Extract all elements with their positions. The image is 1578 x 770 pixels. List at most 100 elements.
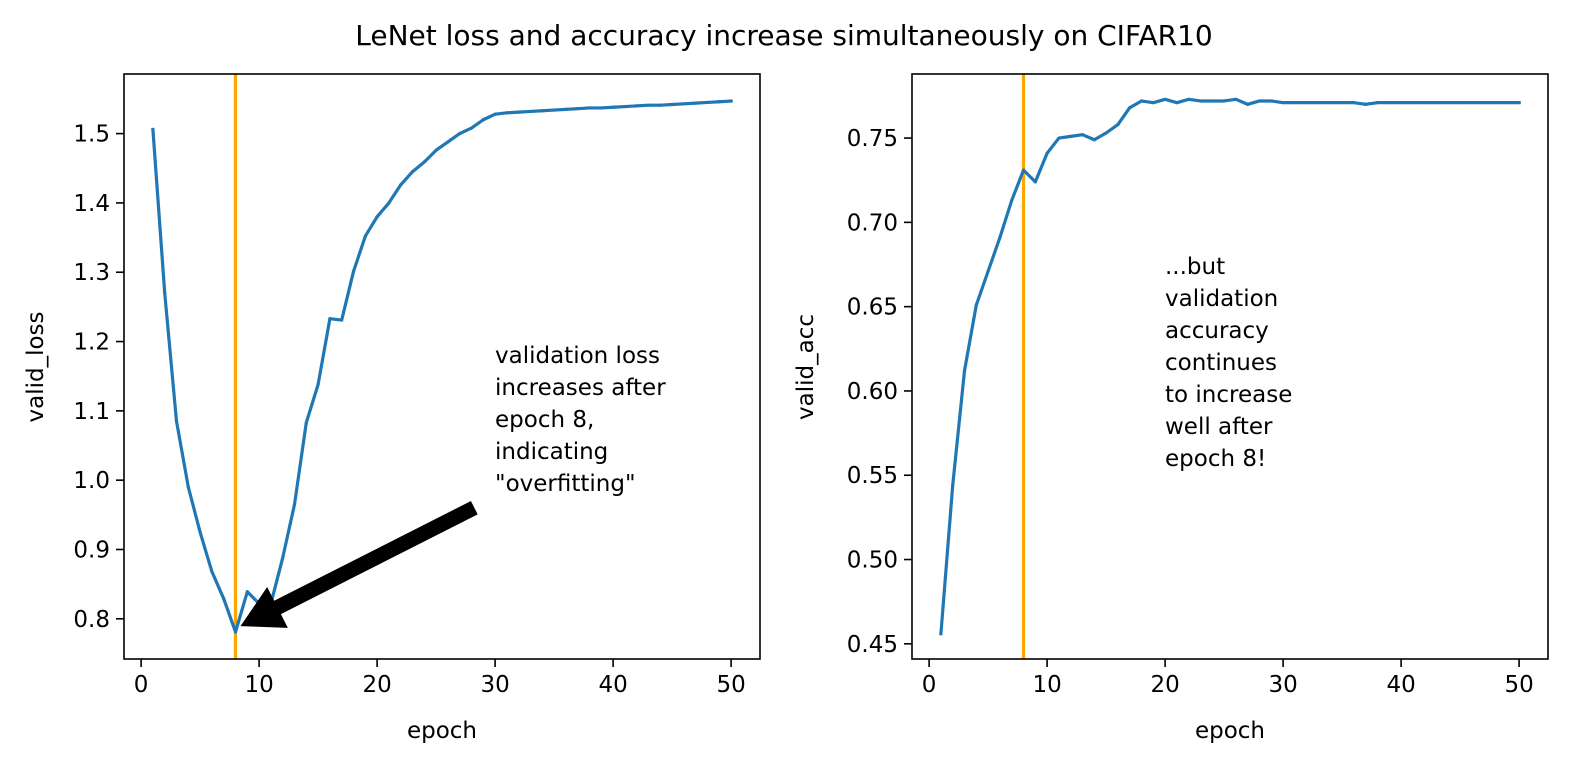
accuracy-y-tick-label: 0.55 (847, 463, 898, 489)
loss-point (340, 318, 344, 322)
accuracy-annotation-line: validation (1165, 286, 1278, 312)
accuracy-line (939, 97, 1521, 636)
loss-y-tick-label: 1.1 (73, 399, 110, 425)
loss-y-axis-label: valid_loss (23, 311, 49, 422)
accuracy-axes-frame (911, 73, 1549, 660)
loss-annotation-line: indicating (495, 439, 608, 465)
accuracy-point (1399, 101, 1403, 105)
accuracy-point (1163, 97, 1167, 101)
loss-point (623, 104, 627, 109)
accuracy-point (1033, 180, 1037, 184)
accuracy-point (1210, 99, 1214, 103)
accuracy-annotation-line: ...but (1165, 254, 1225, 280)
loss-point (387, 201, 391, 205)
loss-point (198, 530, 202, 534)
loss-point (635, 104, 639, 108)
loss-y-tick-label: 1.5 (73, 122, 110, 148)
loss-point (694, 101, 698, 105)
loss-x-axis-label: epoch (407, 718, 477, 744)
accuracy-x-tick-label: 10 (1032, 672, 1061, 698)
accuracy-point (1458, 101, 1462, 105)
loss-point (481, 118, 485, 122)
loss-point (422, 160, 426, 164)
loss-point (351, 269, 356, 274)
accuracy-point (1151, 101, 1155, 105)
loss-point (375, 215, 379, 219)
accuracy-panel: 0 10 20 30 40 50 0.45 0.50 0.55 0.60 0.65 0.70 0.75… (793, 73, 1549, 744)
accuracy-point (974, 303, 978, 307)
accuracy-point (1517, 101, 1521, 105)
accuracy-x-tick-label: 40 (1386, 672, 1415, 698)
loss-point (210, 570, 214, 574)
accuracy-point (1021, 168, 1026, 172)
loss-point (729, 99, 733, 103)
accuracy-point (1139, 99, 1144, 103)
loss-point (517, 110, 521, 114)
loss-point (705, 100, 710, 105)
accuracy-point (1222, 99, 1226, 103)
accuracy-annotation-line: accuracy (1165, 318, 1269, 344)
loss-x-tick-label: 30 (480, 672, 509, 698)
loss-point (434, 148, 438, 152)
accuracy-point (998, 235, 1002, 240)
accuracy-point (1104, 131, 1108, 135)
accuracy-point (939, 632, 943, 636)
accuracy-point (1364, 102, 1368, 106)
accuracy-series-line (939, 97, 1521, 636)
accuracy-point (1446, 101, 1450, 105)
accuracy-point (1080, 133, 1085, 137)
accuracy-point (962, 369, 967, 373)
loss-y-tick-label: 1.4 (73, 191, 110, 217)
loss-point (245, 590, 249, 594)
loss-x-tick-label: 20 (362, 672, 391, 698)
loss-axes-frame (123, 73, 761, 660)
accuracy-point (1470, 101, 1474, 105)
loss-point (316, 382, 320, 387)
accuracy-x-tick-label: 20 (1150, 672, 1179, 698)
loss-point (469, 126, 474, 130)
loss-point (564, 107, 568, 111)
loss-point (599, 106, 603, 110)
accuracy-point (1269, 99, 1273, 103)
loss-annotation-line: increases after (495, 375, 666, 401)
loss-annotation-line: "overfitting" (495, 471, 636, 497)
loss-point (646, 103, 651, 107)
accuracy-y-tick-label: 0.70 (847, 210, 898, 236)
accuracy-point (1128, 106, 1132, 110)
accuracy-point (1411, 101, 1415, 105)
accuracy-y-tick-label: 0.75 (847, 126, 898, 152)
loss-point (363, 234, 367, 238)
accuracy-point (1187, 97, 1191, 101)
accuracy-y-tick-label: 0.60 (847, 379, 898, 405)
accuracy-point (1340, 101, 1344, 105)
accuracy-point (1116, 122, 1120, 127)
loss-y-tick-label: 0.8 (73, 607, 110, 633)
accuracy-annotation-line: epoch 8! (1165, 446, 1266, 472)
accuracy-y-tick-label: 0.45 (847, 632, 898, 658)
loss-point (540, 109, 544, 113)
loss-x-tick-label: 40 (598, 672, 627, 698)
accuracy-y-tick-label: 0.50 (847, 548, 898, 574)
loss-point (446, 140, 450, 144)
loss-point (151, 127, 155, 132)
accuracy-point (1352, 101, 1356, 105)
loss-point (174, 419, 179, 423)
loss-point (587, 106, 592, 110)
loss-point (505, 111, 509, 115)
overfitting-arrow (240, 501, 478, 628)
accuracy-annotation: ...but validation accuracy continues to … (1165, 254, 1300, 472)
loss-point (552, 108, 556, 112)
loss-x-tick-label: 10 (244, 672, 273, 698)
loss-y-tick-label: 1.2 (73, 330, 110, 356)
loss-line (151, 99, 733, 634)
loss-point (186, 485, 190, 489)
loss-point (670, 102, 674, 107)
accuracy-point (1293, 101, 1297, 105)
accuracy-x-axis-label: epoch (1195, 718, 1265, 744)
accuracy-x-tick-label: 0 (922, 672, 937, 698)
loss-point (292, 502, 297, 507)
loss-panel: 0 10 20 30 40 50 0.8 0.9 1.0 1.1 1.2 1.3 1.4 1.5 epo… (23, 73, 761, 744)
accuracy-point (1010, 198, 1014, 203)
accuracy-point (1434, 101, 1439, 105)
